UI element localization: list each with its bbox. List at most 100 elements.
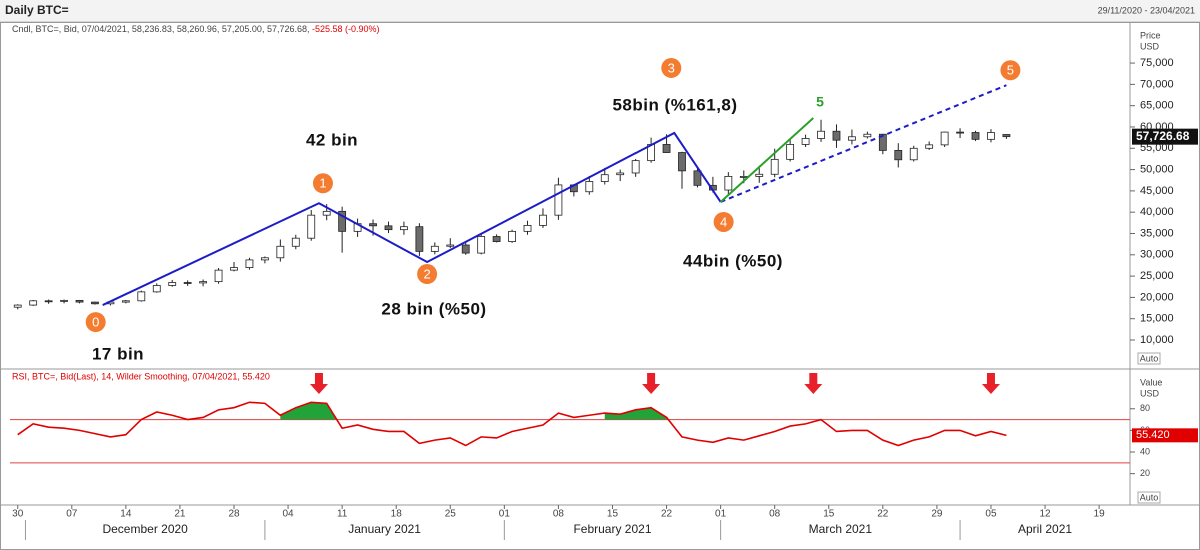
x-tick-label: 11 [337,509,348,520]
candle-body [245,259,254,268]
candle-body [430,245,439,252]
auto-button[interactable] [1137,352,1161,365]
candle-body [44,300,53,303]
candle-body [152,285,161,293]
candle-body [724,176,733,191]
wave-label: 4 [720,214,727,229]
x-tick-label: 15 [823,509,835,520]
y-tick-label: 10,000 [1140,334,1174,346]
wave-label: 5 [1007,63,1014,78]
month-label: January 2021 [348,522,421,536]
y-tick-label: 30,000 [1140,249,1174,261]
rsi-tick-label: 20 [1140,468,1150,478]
candle-body [786,144,795,160]
wave-label: 3 [668,60,675,75]
date-range: 29/11/2020 - 23/04/2021 [1098,5,1195,15]
x-tick-label: 14 [120,509,132,520]
rsi-tick-label: 40 [1140,446,1150,456]
last-price-tag [1132,128,1198,145]
month-label: February 2021 [573,522,651,536]
y-tick-label: 35,000 [1140,227,1174,239]
candle-body [230,267,238,271]
subwave-line [719,117,814,203]
rsi-axis-title: Value [1140,377,1162,387]
candle-body [894,150,903,161]
auto-label[interactable]: Auto [1140,492,1159,502]
candle-body [585,181,594,193]
x-tick-label: 18 [391,509,403,520]
candle-body [91,301,99,305]
candle-body [616,172,625,176]
candle-body [384,225,393,231]
annotation: 58bin (%161,8) [612,95,737,114]
candle-body [678,152,686,172]
y-tick-label: 15,000 [1140,313,1174,325]
y-tick-label: 45,000 [1140,185,1174,197]
candle-body [554,184,563,216]
candle-body [817,130,825,139]
rsi-line [17,401,1007,447]
annotation: 28 bin (%50) [381,299,486,318]
candle-body [446,244,455,247]
annotation: 42 bin [306,130,358,149]
wave-marker [713,211,734,232]
chart-title: Daily BTC= [5,3,69,17]
last-price-label: 57,726.68 [1136,129,1190,143]
candle-body [755,173,764,177]
annotation: 17 bin [92,344,144,363]
candle-body [168,282,177,286]
rsi-arrow [804,373,823,394]
rsi-tick-label: 80 [1140,403,1150,413]
candle-body [75,299,84,303]
rsi-last-tag [1132,428,1198,443]
candle-body [739,176,748,178]
month-label: March 2021 [809,522,873,536]
subwave-label: 5 [816,94,824,110]
rsi-arrow [309,373,328,394]
y-tick-label: 55,000 [1140,142,1174,154]
x-tick-label: 07 [66,509,78,520]
y-tick-label: 20,000 [1140,291,1174,303]
candle-body [909,147,918,161]
y-tick-label: 25,000 [1140,270,1174,282]
candle-body [13,304,22,308]
auto-button[interactable] [1137,491,1161,504]
candle-body [848,136,856,141]
candle-body [863,133,872,138]
annotation: 44bin (%50) [683,251,783,270]
candle-body [770,158,779,175]
x-tick-label: 25 [445,509,457,520]
x-tick-label: 28 [228,509,240,520]
y-tick-label: 40,000 [1140,206,1174,218]
candle-body [600,174,609,182]
candle-body [925,144,934,149]
rsi-arrow [981,373,1000,394]
candle-body [940,131,949,146]
candle-body [662,144,671,153]
x-tick-label: 19 [1094,509,1106,520]
x-tick-label: 01 [715,509,727,520]
candle-body [477,236,486,254]
candle-body [276,245,285,259]
y-tick-label: 65,000 [1140,100,1174,112]
auto-label[interactable]: Auto [1140,353,1159,363]
candle-body [199,281,208,284]
wave-label: 1 [319,176,326,191]
rsi-title: RSI, BTC=, Bid(Last), 14, Wilder Smoothi… [12,371,270,381]
x-tick-label: 30 [12,509,24,520]
info-text: Cndl, BTC=, Bid, 07/04/2021, 58,236.83, … [12,24,309,34]
candle-body [1002,134,1011,138]
info-line: Cndl, BTC=, Bid, 07/04/2021, 58,236.83, … [12,24,380,34]
wave-marker [312,173,333,194]
x-tick-label: 15 [607,509,619,520]
y-tick-label: 50,000 [1140,163,1174,175]
y-tick-label: 70,000 [1140,78,1174,90]
x-tick-label: 22 [877,509,889,520]
candle-body [461,244,470,254]
wave-marker [417,264,438,285]
candle-body [971,132,980,140]
candle-body [322,210,331,216]
wave-line [102,131,722,306]
